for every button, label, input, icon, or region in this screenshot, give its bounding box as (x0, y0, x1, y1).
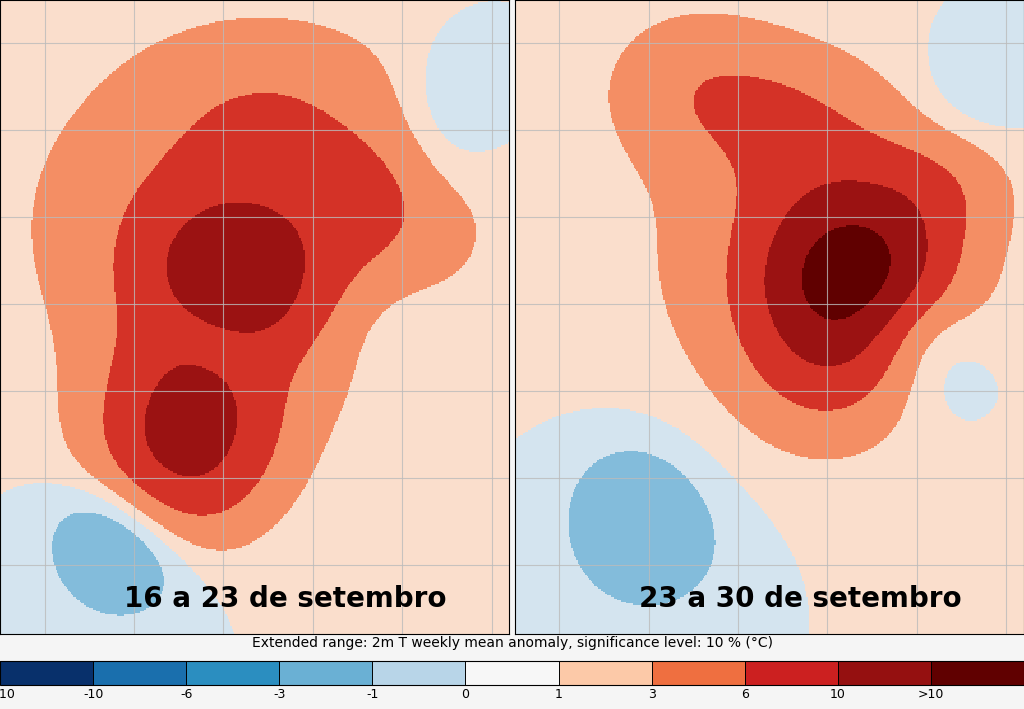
Text: 10: 10 (829, 688, 846, 700)
Bar (558, 661, 651, 685)
Text: >10: >10 (918, 688, 944, 700)
Bar (373, 661, 466, 685)
Text: -10: -10 (83, 688, 103, 700)
Text: 16 a 23 de setembro: 16 a 23 de setembro (124, 586, 446, 613)
Text: 23 a 30 de setembro: 23 a 30 de setembro (639, 586, 962, 613)
Bar (744, 661, 838, 685)
Text: -6: -6 (180, 688, 193, 700)
Bar (0, 661, 1024, 685)
Bar (466, 661, 558, 685)
Text: 6: 6 (740, 688, 749, 700)
Bar (186, 661, 280, 685)
Text: 3: 3 (648, 688, 655, 700)
Bar (280, 661, 373, 685)
Text: -1: -1 (367, 688, 379, 700)
Text: 0: 0 (462, 688, 469, 700)
Text: 1: 1 (555, 688, 562, 700)
Bar (838, 661, 931, 685)
Text: <-10: <-10 (0, 688, 15, 700)
Bar (651, 661, 744, 685)
Text: Extended range: 2m T weekly mean anomaly, significance level: 10 % (°C): Extended range: 2m T weekly mean anomaly… (252, 636, 772, 650)
Bar (93, 661, 186, 685)
Text: -3: -3 (273, 688, 286, 700)
Bar (931, 661, 1024, 685)
Bar (0, 661, 93, 685)
